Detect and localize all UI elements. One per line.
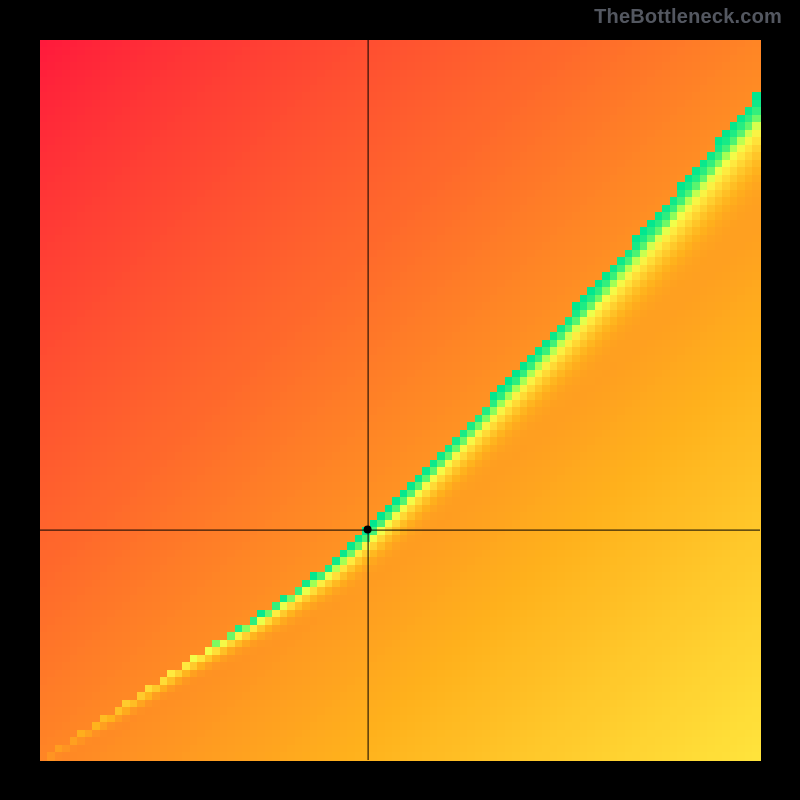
figure-container: TheBottleneck.com xyxy=(0,0,800,800)
bottleneck-heatmap-canvas xyxy=(0,0,800,800)
watermark-text: TheBottleneck.com xyxy=(594,6,782,29)
